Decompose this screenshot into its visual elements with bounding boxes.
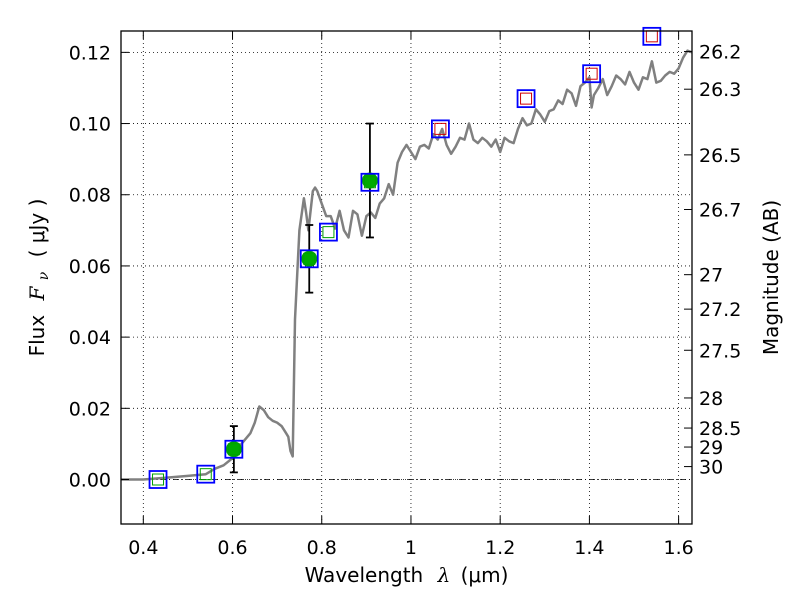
model-box	[431, 119, 450, 139]
y-label-symbol: F	[25, 285, 49, 301]
y-label-subscript: ν	[36, 271, 52, 280]
magnitude-tick-label: 27.2	[699, 299, 741, 321]
x-tick-label: 1.4	[574, 537, 604, 559]
model-box-inner	[227, 443, 240, 456]
model-box-inner	[520, 92, 533, 105]
model-box-outer	[516, 89, 536, 109]
magnitude-axis-label: Magnitude (AB)	[759, 200, 783, 355]
model-box-outer	[224, 439, 244, 459]
magnitude-tick-label: 26.5	[699, 145, 741, 167]
axis-ticks: 0.4 0.6 0.8 1 1.2 1.4 1.6 0.00 0.02 0.04 0.06 0.08 0…	[69, 31, 741, 559]
y-tick-label: 0.00	[69, 470, 111, 492]
y-label-unit: ( μJy )	[25, 199, 49, 258]
model-box-inner	[303, 252, 316, 265]
model-box	[224, 439, 244, 459]
magnitude-tick-label: 30	[699, 457, 723, 479]
y-tick-label: 0.08	[69, 185, 111, 207]
grid-lines	[121, 31, 692, 524]
x-label-unit: (μm)	[461, 563, 509, 587]
x-label-prefix: Wavelength	[305, 563, 424, 587]
model-box-outer	[642, 26, 662, 46]
model-box	[319, 222, 338, 242]
x-axis-label: Wavelength λ (μm)	[305, 563, 509, 587]
y-tick-label: 0.02	[69, 398, 111, 420]
observed-point	[301, 250, 318, 267]
model-photometry-boxes	[148, 26, 662, 489]
model-box-outer	[148, 470, 168, 489]
model-box-outer	[431, 119, 450, 139]
model-box-outer	[319, 222, 338, 242]
observed-point	[225, 441, 242, 458]
x-tick-label: 0.4	[128, 537, 158, 559]
y-axis-label: Flux F ν ( μJy )	[25, 199, 53, 357]
y-tick-label: 0.12	[69, 42, 111, 64]
model-box	[360, 172, 380, 192]
magnitude-tick-label: 27.5	[699, 340, 741, 362]
magnitude-tick-label: 26.2	[699, 42, 741, 64]
model-box-outer	[360, 172, 380, 192]
magnitude-tick-label: 28	[699, 388, 723, 410]
magnitude-tick-label: 29	[699, 437, 723, 459]
x-tick-label: 1.2	[485, 537, 515, 559]
y-tick-label: 0.06	[69, 256, 111, 278]
model-box-inner	[199, 468, 212, 481]
model-sed	[121, 49, 693, 481]
model-sed-line	[121, 49, 693, 481]
model-box-inner	[322, 226, 335, 239]
magnitude-tick-label: 28.5	[699, 418, 741, 440]
model-box-outer	[299, 249, 319, 269]
magnitude-tick-label: 26.7	[699, 199, 741, 221]
model-box	[299, 249, 319, 269]
y-label-prefix: Flux	[25, 315, 49, 357]
model-box	[582, 64, 602, 84]
model-box-outer	[582, 64, 602, 84]
model-box-inner	[585, 67, 598, 80]
model-box-inner	[152, 473, 165, 486]
model-box-inner	[645, 30, 658, 43]
y-tick-label: 0.10	[69, 114, 111, 136]
model-box-outer	[196, 464, 216, 484]
plot-frame	[120, 30, 693, 525]
model-box	[148, 470, 168, 489]
model-box-inner	[434, 122, 447, 135]
magnitude-tick-label: 27	[699, 265, 723, 287]
y-tick-label: 0.04	[69, 327, 111, 349]
x-tick-label: 0.8	[307, 537, 337, 559]
model-box	[516, 89, 536, 109]
model-box	[196, 464, 216, 484]
x-tick-label: 1	[405, 537, 417, 559]
model-box-inner	[363, 176, 376, 189]
x-tick-label: 1.6	[664, 537, 694, 559]
error-bars	[229, 122, 374, 474]
x-tick-label: 0.6	[217, 537, 247, 559]
magnitude-tick-label: 26.3	[699, 79, 741, 101]
x-label-symbol: λ	[437, 563, 451, 587]
